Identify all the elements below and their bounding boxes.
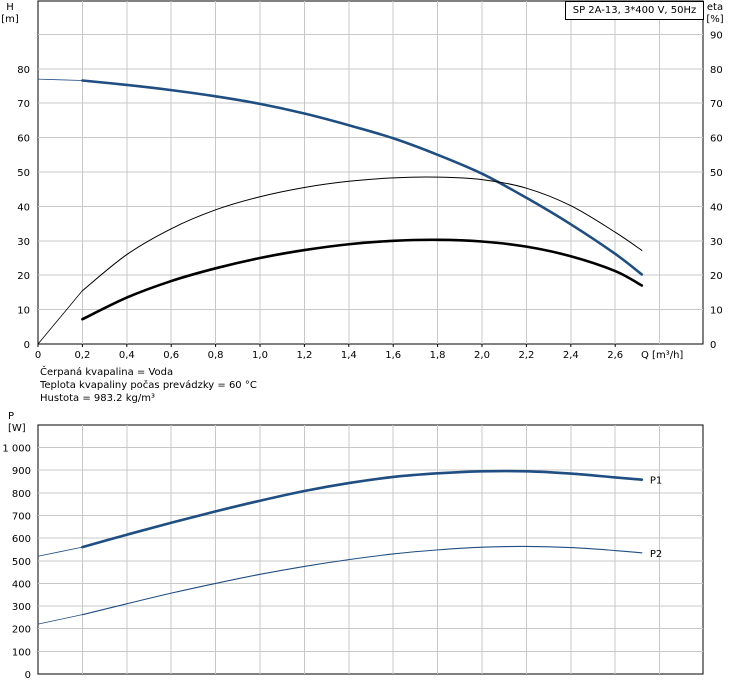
head-tick-label: 40	[17, 202, 30, 213]
power-tick-label: 700	[12, 511, 31, 522]
top-x-tick-label: 0,2	[74, 350, 90, 361]
eta-tick-label: 70	[710, 99, 723, 110]
eta-tick-label: 80	[710, 65, 723, 76]
curve-eta_thick	[81, 238, 644, 321]
curve-head-leadin	[37, 78, 83, 81]
head-tick-label: 30	[17, 237, 30, 248]
curve-p2-leadin	[37, 614, 83, 625]
eta-axis-unit: [%]	[706, 14, 723, 25]
top-x-tick-label: 0,6	[163, 350, 179, 361]
eta-tick-label: 20	[710, 271, 723, 282]
head-tick-label: 70	[17, 99, 30, 110]
series-label-p1: P1	[650, 476, 662, 487]
top-x-tick-label: 0,8	[208, 350, 224, 361]
head-tick-label: 0	[24, 340, 30, 351]
curve-p1	[81, 469, 644, 549]
power-tick-label: 200	[12, 625, 31, 636]
top-x-tick-label: 2,0	[474, 350, 490, 361]
curve-head	[81, 79, 644, 276]
top-x-tick-label: 0	[35, 350, 41, 361]
power-tick-label: 900	[12, 466, 31, 477]
fluid-note: Čerpaná kvapalina = Voda	[40, 367, 174, 378]
eta-tick-label: 40	[710, 202, 723, 213]
head-tick-label: 80	[17, 65, 30, 76]
eta-tick-label: 90	[710, 30, 723, 41]
power-tick-label: 500	[12, 557, 31, 568]
top-x-tick-label: 1,2	[296, 350, 312, 361]
top-x-tick-label: 0,4	[119, 350, 135, 361]
bottom-plot-frame	[37, 424, 704, 675]
head-tick-label: 20	[17, 271, 30, 282]
eta-tick-label: 30	[710, 237, 723, 248]
eta-tick-label: 0	[710, 340, 716, 351]
curve-p1-leadin	[37, 546, 83, 557]
top-x-tick-label: 1,4	[341, 350, 357, 361]
head-tick-label: 60	[17, 134, 30, 145]
top-x-tick-label: 1,8	[430, 350, 446, 361]
head-efficiency-chart: 0 0,2 0,4 0,6 0,8 1,0 1,2 1,4 1,6 1,8 2,0 2,2 2,4 2,6…	[1, 0, 724, 361]
power-tick-label: 600	[12, 534, 31, 545]
top-x-axis-label: Q [m³/h]	[641, 350, 683, 361]
temperature-note: Teplota kvapaliny počas prevádzky = 60 °…	[40, 380, 257, 391]
power-chart: 0 100 200 300 400 500 600 700 800 900 1 000 P[W] P1 P…	[2, 411, 704, 681]
pump-model-label: SP 2A-13, 3*400 V, 50Hz	[565, 1, 704, 20]
top-x-tick-label: 2,6	[607, 350, 623, 361]
head-axis-unit: [m]	[1, 14, 19, 25]
curve-eta_thin	[81, 176, 643, 292]
top-x-tick-label: 2,4	[563, 350, 579, 361]
power-tick-label: 400	[12, 579, 31, 590]
top-x-tick-label: 1,6	[385, 350, 401, 361]
curve-p2	[81, 545, 643, 616]
series-label-p2: P2	[650, 549, 662, 560]
power-tick-label: 100	[12, 647, 31, 658]
power-tick-label: 0	[25, 670, 31, 681]
curve-eta_thin-leadin	[37, 290, 83, 345]
head-tick-label: 50	[17, 168, 30, 179]
eta-axis-symbol: eta	[707, 2, 723, 13]
eta-tick-label: 50	[710, 168, 723, 179]
power-tick-label: 300	[12, 602, 31, 613]
eta-tick-label: 60	[710, 134, 723, 145]
power-axis-unit: [W]	[8, 423, 26, 434]
top-x-tick-label: 2,2	[518, 350, 534, 361]
head-tick-label: 10	[17, 306, 30, 317]
power-axis-symbol: P	[8, 411, 14, 422]
top-x-tick-label: 1,0	[252, 350, 268, 361]
eta-tick-label: 10	[710, 306, 723, 317]
power-tick-label: 800	[12, 489, 31, 500]
density-note: Hustota = 983.2 kg/m³	[40, 393, 155, 404]
head-axis-symbol: H	[6, 2, 14, 13]
power-tick-label: 1 000	[2, 444, 31, 455]
